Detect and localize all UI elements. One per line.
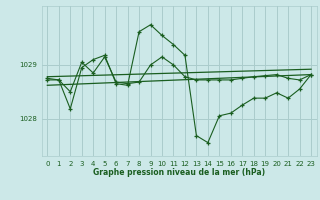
X-axis label: Graphe pression niveau de la mer (hPa): Graphe pression niveau de la mer (hPa) bbox=[93, 168, 265, 177]
